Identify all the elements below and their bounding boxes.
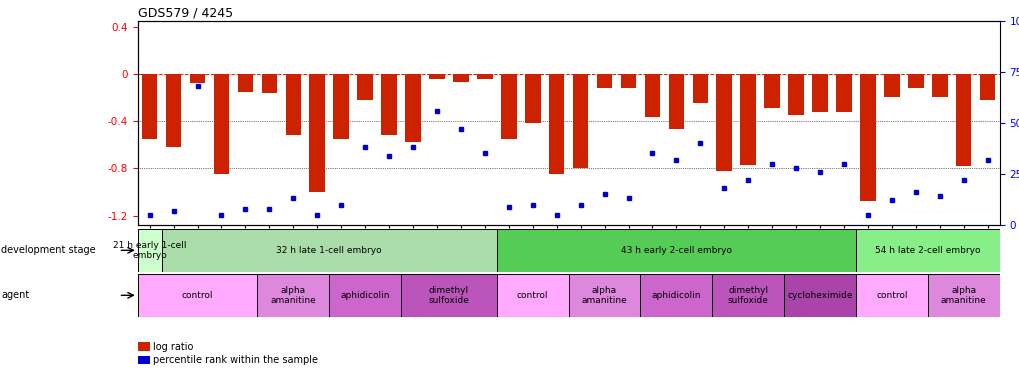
Bar: [329, 274, 400, 317]
Bar: [788, 74, 803, 115]
Bar: [621, 74, 636, 88]
Bar: [855, 229, 999, 272]
Bar: [285, 74, 301, 135]
Bar: [525, 74, 540, 123]
Bar: [381, 74, 396, 135]
Text: cycloheximide: cycloheximide: [787, 291, 852, 300]
Text: agent: agent: [1, 290, 30, 300]
Text: alpha
amanitine: alpha amanitine: [270, 286, 316, 305]
Text: aphidicolin: aphidicolin: [651, 291, 700, 300]
Text: 54 h late 2-cell embryo: 54 h late 2-cell embryo: [874, 246, 979, 255]
Bar: [477, 74, 492, 78]
Bar: [400, 274, 496, 317]
Bar: [496, 229, 855, 272]
Bar: [979, 74, 995, 100]
Text: 21 h early 1-cell
embryo: 21 h early 1-cell embryo: [113, 241, 186, 260]
Text: log ratio: log ratio: [153, 342, 194, 351]
Bar: [138, 229, 161, 272]
Bar: [644, 74, 659, 117]
Bar: [333, 74, 348, 139]
Bar: [836, 74, 851, 112]
Text: GDS579 / 4245: GDS579 / 4245: [138, 6, 232, 20]
Bar: [496, 274, 569, 317]
Bar: [907, 74, 922, 88]
Bar: [452, 74, 469, 82]
Bar: [142, 74, 157, 139]
Bar: [429, 74, 444, 78]
Bar: [763, 74, 780, 108]
Text: aphidicolin: aphidicolin: [340, 291, 389, 300]
Text: 32 h late 1-cell embryo: 32 h late 1-cell embryo: [276, 246, 382, 255]
Bar: [166, 74, 181, 147]
Bar: [715, 74, 732, 171]
Text: 43 h early 2-cell embryo: 43 h early 2-cell embryo: [621, 246, 732, 255]
Bar: [237, 74, 253, 92]
Bar: [573, 74, 588, 168]
Bar: [711, 274, 784, 317]
Bar: [161, 229, 496, 272]
Bar: [883, 74, 899, 98]
Bar: [931, 74, 947, 98]
Bar: [640, 274, 711, 317]
Text: control: control: [875, 291, 907, 300]
Bar: [692, 74, 707, 104]
Text: dimethyl
sulfoxide: dimethyl sulfoxide: [728, 286, 768, 305]
Bar: [257, 274, 329, 317]
Text: control: control: [517, 291, 548, 300]
Bar: [190, 74, 205, 83]
Bar: [569, 274, 640, 317]
Bar: [405, 74, 421, 142]
Text: development stage: development stage: [1, 245, 96, 255]
Bar: [500, 74, 516, 139]
Bar: [927, 274, 999, 317]
Bar: [596, 74, 611, 88]
Text: alpha
amanitine: alpha amanitine: [581, 286, 627, 305]
Bar: [309, 74, 325, 192]
Bar: [855, 274, 927, 317]
Bar: [548, 74, 564, 174]
Text: percentile rank within the sample: percentile rank within the sample: [153, 355, 318, 364]
Bar: [811, 74, 827, 112]
Text: control: control: [181, 291, 213, 300]
Bar: [667, 74, 684, 129]
Bar: [784, 274, 855, 317]
Text: dimethyl
sulfoxide: dimethyl sulfoxide: [428, 286, 469, 305]
Bar: [138, 274, 257, 317]
Bar: [261, 74, 277, 93]
Bar: [214, 74, 229, 174]
Bar: [955, 74, 970, 166]
Bar: [859, 74, 875, 201]
Bar: [357, 74, 373, 100]
Bar: [740, 74, 755, 165]
Text: alpha
amanitine: alpha amanitine: [940, 286, 985, 305]
